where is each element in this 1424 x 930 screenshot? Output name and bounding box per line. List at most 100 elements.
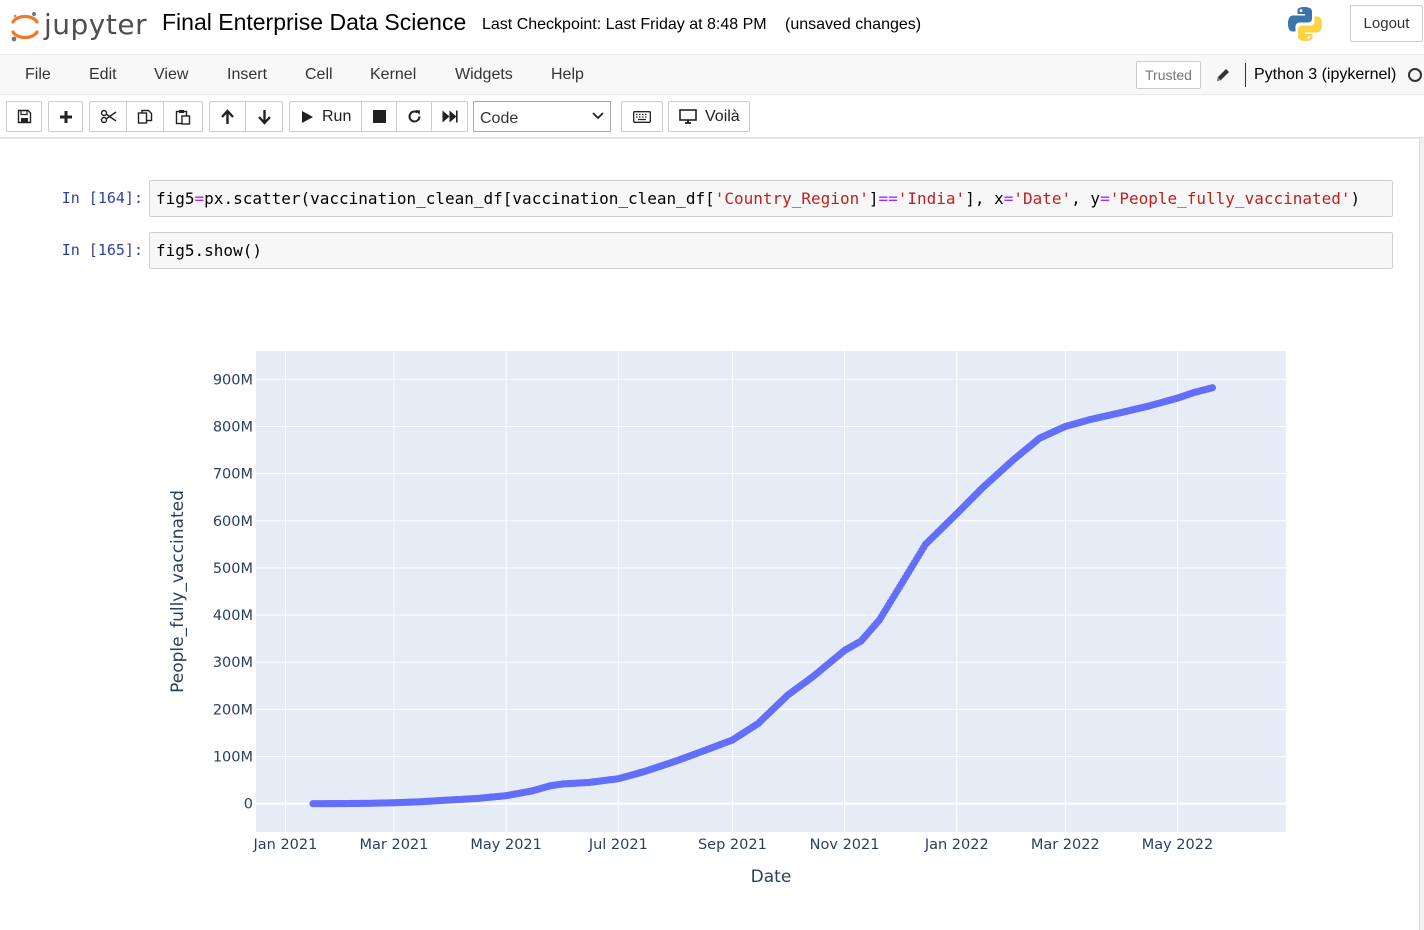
code-token: , y [1071,189,1101,208]
pencil-icon[interactable] [1214,66,1232,84]
code-operator: = [1003,189,1014,208]
plot-area [256,351,1286,832]
monitor-icon [679,109,697,124]
paste-icon [175,109,191,125]
y-tick-label: 400M [213,608,253,624]
notebook-area: In [164]: fig5=px.scatter(vaccination_cl… [0,139,1424,930]
code-string: 'People_fully_vaccinated' [1109,189,1351,208]
code-token: ) [1350,189,1361,208]
header: jupyter Final Enterprise Data Science La… [0,0,1424,54]
code-cell-input[interactable]: fig5.show() [149,232,1393,269]
y-axis-title: People_fully_vaccinated [168,490,188,693]
x-tick-label: May 2021 [470,837,542,853]
x-tick-label: May 2022 [1142,837,1214,853]
x-tick-label: Nov 2021 [810,837,880,853]
menu-edit[interactable]: Edit [89,66,117,83]
code-operator: == [878,189,898,208]
kernel-separator [1245,63,1246,87]
cell-prompt: In [165]: [61,241,143,259]
x-tick-label: Sep 2021 [698,837,767,853]
chevron-down-icon [592,112,604,120]
x-tick-label: Mar 2022 [1031,837,1100,853]
x-tick-label: Jan 2021 [252,837,317,853]
cell-type-value: Code [480,110,519,127]
jupyter-logo[interactable]: jupyter [8,6,148,46]
kernel-name[interactable]: Python 3 (ipykernel) [1254,66,1397,83]
toolbar: Run Voilà [0,95,1424,138]
menu-widgets[interactable]: Widgets [455,66,513,83]
menu-kernel[interactable]: Kernel [370,66,417,83]
y-tick-label: 800M [213,419,253,435]
x-tick-label: Mar 2021 [360,837,429,853]
y-tick-label: 300M [213,655,253,671]
menubar: File Edit View Insert Cell Kernel Widget… [0,54,1424,95]
arrow-down-icon [257,109,271,125]
move-down-button[interactable] [245,101,283,132]
code-token: ] [868,189,879,208]
interrupt-button[interactable] [361,101,397,132]
code-string: 'Date' [1013,189,1072,208]
code-token: ], x [965,189,1004,208]
cell-type-select[interactable]: Code [473,101,611,132]
code-operator: = [194,189,205,208]
copy-button[interactable] [126,101,164,132]
voila-label: Voilà [705,107,740,125]
restart-icon [408,110,420,123]
x-tick-label: Jan 2022 [924,837,989,853]
jupyter-logo-text: jupyter [44,8,148,41]
cut-icon [100,109,116,124]
logout-button[interactable]: Logout [1350,5,1423,42]
kernel-idle-icon [1408,68,1422,82]
code-token: px.scatter(vaccination_clean_df[vaccinat… [204,189,715,208]
menu-view[interactable]: View [154,66,189,83]
y-tick-label: 500M [213,561,253,577]
code-string: 'India' [897,189,966,208]
run-label: Run [322,107,352,125]
cut-button[interactable] [89,101,127,132]
y-tick-label: 200M [213,702,253,718]
y-tick-label: 600M [213,514,253,530]
paste-button[interactable] [163,101,203,132]
y-tick-label: 700M [213,467,253,483]
menu-cell[interactable]: Cell [305,66,333,83]
autosave-status: (unsaved changes) [785,16,922,33]
code-cell-input[interactable]: fig5=px.scatter(vaccination_clean_df[vac… [149,180,1393,217]
cell-prompt: In [164]: [61,189,143,207]
command-palette-button[interactable] [621,101,663,132]
copy-icon [137,109,153,124]
menu-insert[interactable]: Insert [227,66,268,83]
y-tick-label: 100M [213,750,253,766]
arrow-up-icon [221,108,234,124]
stop-icon [372,110,386,123]
scrollbar[interactable] [1419,139,1424,930]
code-string: 'Country_Region' [714,189,869,208]
menu-help[interactable]: Help [551,66,584,83]
x-tick-label: Jul 2021 [588,837,648,853]
jupyter-logo-icon [11,12,39,42]
move-up-button[interactable] [209,101,246,132]
y-tick-label: 900M [213,372,253,388]
voila-button[interactable]: Voilà [668,101,750,132]
save-icon [17,109,31,124]
x-axis-title: Date [751,867,792,887]
code-token: fig5.show() [156,241,262,260]
scatter-chart: 0 100M 200M 300M 400M 500M 600M 700M 800M 900M Jan… [168,351,1286,887]
code-token: fig5 [156,189,195,208]
run-icon [302,110,313,123]
plus-icon [59,110,72,123]
menu-file[interactable]: File [25,66,51,83]
restart-run-all-button[interactable] [431,101,468,132]
python-logo-icon [1288,7,1322,41]
trusted-indicator[interactable]: Trusted [1136,61,1201,89]
y-tick-label: 0 [244,797,253,813]
notebook-title[interactable]: Final Enterprise Data Science [162,9,467,35]
keyboard-icon [633,110,651,123]
restart-button[interactable] [396,101,432,132]
save-button[interactable] [6,101,42,132]
data-point [1208,384,1217,392]
run-button[interactable]: Run [289,101,362,132]
fast-forward-icon [442,110,458,123]
insert-cell-button[interactable] [48,101,83,132]
checkpoint-status: Last Checkpoint: Last Friday at 8:48 PM [482,16,767,33]
code-operator: = [1100,189,1110,208]
